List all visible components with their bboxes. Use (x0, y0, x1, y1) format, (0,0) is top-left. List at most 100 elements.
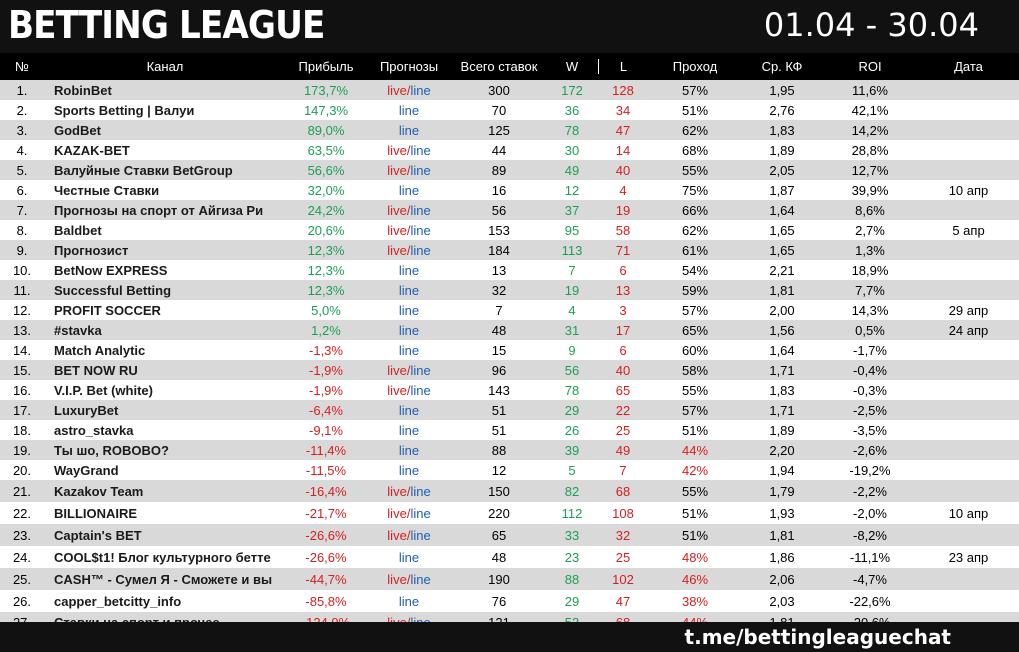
cell-profit: 32,0% (307, 182, 345, 198)
cell-pass: 59% (681, 282, 709, 298)
cell-profit: -44,7% (305, 571, 347, 587)
cell-pass: 38% (681, 593, 709, 609)
cell-date: 24 апр (948, 322, 989, 338)
table-row: 25. CASH™ - Сумел Я - Сможете и вы -44,7% l… (0, 568, 1019, 590)
cell-kf: 1,89 (769, 422, 795, 438)
cell-profit: -1,3% (309, 342, 343, 358)
cell-l: 4 (619, 182, 627, 198)
cell-total: 76 (491, 593, 507, 609)
cell-kf: 2,20 (769, 442, 795, 458)
cell-roi: -2,6% (853, 442, 887, 458)
cell-l: 14 (615, 142, 631, 158)
header-channel: Канал (146, 59, 184, 74)
cell-profit: 20,6% (307, 222, 345, 238)
cell-l: 13 (615, 282, 631, 298)
cell-num: 26. (12, 593, 32, 609)
cell-predictions: live/line (387, 222, 431, 238)
cell-date: 29 апр (948, 302, 989, 318)
table-row: 11. Successful Betting 12,3% line 32 19 13 59% 1… (0, 280, 1019, 300)
cell-num: 7. (16, 202, 28, 218)
cell-roi: -1,7% (853, 342, 887, 358)
cell-total: 48 (491, 322, 507, 338)
cell-l: 3 (619, 302, 627, 318)
cell-num: 22. (12, 505, 32, 521)
cell-l: 128 (612, 82, 634, 98)
cell-pass: 44% (681, 442, 709, 458)
table-body: 1. RobinBet 173,7% live/line 300 172 128 57% 1,9… (0, 80, 1019, 632)
cell-total: 88 (491, 442, 507, 458)
cell-total: 65 (491, 527, 507, 543)
cell-profit: -11,5% (305, 462, 347, 478)
footer-bar: t.me/bettingleaguechat (0, 622, 1019, 652)
cell-predictions: line (398, 462, 420, 478)
cell-num: 24. (12, 549, 32, 565)
cell-date: 23 апр (948, 549, 989, 565)
cell-pass: 51% (681, 102, 709, 118)
cell-kf: 1,83 (769, 382, 795, 398)
cell-roi: 14,2% (851, 122, 889, 138)
cell-pass: 62% (681, 222, 709, 238)
cell-l: 65 (615, 382, 631, 398)
cell-predictions: line (398, 442, 420, 458)
table-row: 16. V.I.P. Bet (white) -1,9% live/line 143 78… (0, 380, 1019, 400)
cell-l: 34 (615, 102, 631, 118)
cell-pass: 65% (681, 322, 709, 338)
table-row: 18. astro_stavka -9,1% line 51 26 25 51% 1,89 -3,… (0, 420, 1019, 440)
cell-roi: 14,3% (851, 302, 889, 318)
cell-predictions: live/line (387, 142, 431, 158)
cell-predictions: line (398, 593, 420, 609)
cell-num: 10. (12, 262, 32, 278)
cell-pass: 66% (681, 202, 709, 218)
cell-profit: -11,4% (305, 442, 347, 458)
cell-profit: 24,2% (307, 202, 345, 218)
cell-predictions: live/line (387, 382, 431, 398)
table-row: 14. Match Analytic -1,3% line 15 9 6 60% 1,64 -1,… (0, 340, 1019, 360)
cell-total: 89 (491, 162, 507, 178)
cell-total: 51 (491, 402, 507, 418)
header-roi: ROI (858, 59, 882, 74)
table-row: 26. capper_betcitty_info -85,8% line 76 29 47 3… (0, 590, 1019, 612)
cell-kf: 1,71 (769, 362, 795, 378)
cell-kf: 2,00 (769, 302, 795, 318)
cell-w: 95 (564, 222, 580, 238)
cell-total: 44 (491, 142, 507, 158)
cell-profit: -21,7% (305, 505, 347, 521)
cell-roi: -0,4% (853, 362, 887, 378)
cell-kf: 2,06 (769, 571, 795, 587)
cell-channel: #stavka (54, 322, 102, 338)
cell-pass: 48% (681, 549, 709, 565)
cell-w: 39 (564, 442, 580, 458)
cell-w: 26 (564, 422, 580, 438)
cell-channel: Прогнозист (54, 242, 129, 258)
header-num: № (15, 59, 29, 74)
cell-kf: 1,64 (769, 202, 795, 218)
cell-channel: CASH™ - Сумел Я - Сможете и вы (54, 571, 273, 587)
cell-num: 9. (16, 242, 28, 258)
cell-roi: -0,3% (853, 382, 887, 398)
cell-w: 12 (564, 182, 580, 198)
cell-num: 21. (12, 483, 32, 499)
table-row: 8. Baldbet 20,6% live/line 153 95 58 62% 1,65 2,7… (0, 220, 1019, 240)
cell-channel: PROFIT SOCCER (54, 302, 161, 318)
header-l: L (598, 59, 648, 74)
cell-roi: 18,9% (851, 262, 889, 278)
cell-pass: 55% (681, 162, 709, 178)
cell-roi: 1,3% (855, 242, 885, 258)
cell-w: 172 (561, 82, 583, 98)
table-row: 13. #stavka 1,2% line 48 31 17 65% 1,56 0,5% 24 ап… (0, 320, 1019, 340)
cell-channel: Captain's BET (54, 527, 142, 543)
cell-num: 13. (12, 322, 32, 338)
cell-l: 6 (619, 262, 627, 278)
table-row: 20. WayGrand -11,5% line 12 5 7 42% 1,94 -19,2% (0, 460, 1019, 480)
cell-profit: -26,6% (305, 549, 347, 565)
table-row: 4. KAZAK-BET 63,5% live/line 44 30 14 68% 1,89 28… (0, 140, 1019, 160)
table-row: 10. BetNow EXPRESS 12,3% line 13 7 6 54% 2,21 18,… (0, 260, 1019, 280)
chat-link[interactable]: t.me/bettingleaguechat (684, 625, 951, 649)
cell-w: 9 (568, 342, 576, 358)
table-row: 17. LuxuryBet -6,4% line 51 29 22 57% 1,71 -2,5% (0, 400, 1019, 420)
cell-predictions: line (398, 262, 420, 278)
table-row: 9. Прогнозист 12,3% live/line 184 113 71 61% 1,6… (0, 240, 1019, 260)
cell-channel: capper_betcitty_info (54, 593, 182, 609)
cell-predictions: line (398, 322, 420, 338)
